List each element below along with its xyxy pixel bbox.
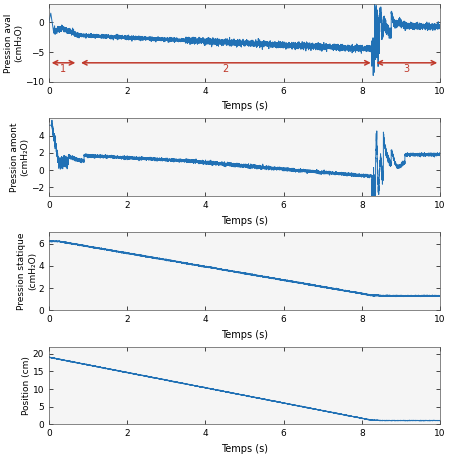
Y-axis label: Pression statique
(cmH₂O): Pression statique (cmH₂O) [18,233,37,310]
X-axis label: Temps (s): Temps (s) [221,216,268,225]
Text: 3: 3 [404,64,410,74]
Y-axis label: Position (cm): Position (cm) [22,356,31,415]
X-axis label: Temps (s): Temps (s) [221,330,268,340]
Y-axis label: Pression aval
(cmH₂O): Pression aval (cmH₂O) [4,13,23,73]
X-axis label: Temps (s): Temps (s) [221,444,268,454]
Text: 2: 2 [223,64,229,74]
X-axis label: Temps (s): Temps (s) [221,101,268,111]
Y-axis label: Pression amont
(cmH₂O): Pression amont (cmH₂O) [10,122,29,192]
Text: 1: 1 [60,64,67,74]
